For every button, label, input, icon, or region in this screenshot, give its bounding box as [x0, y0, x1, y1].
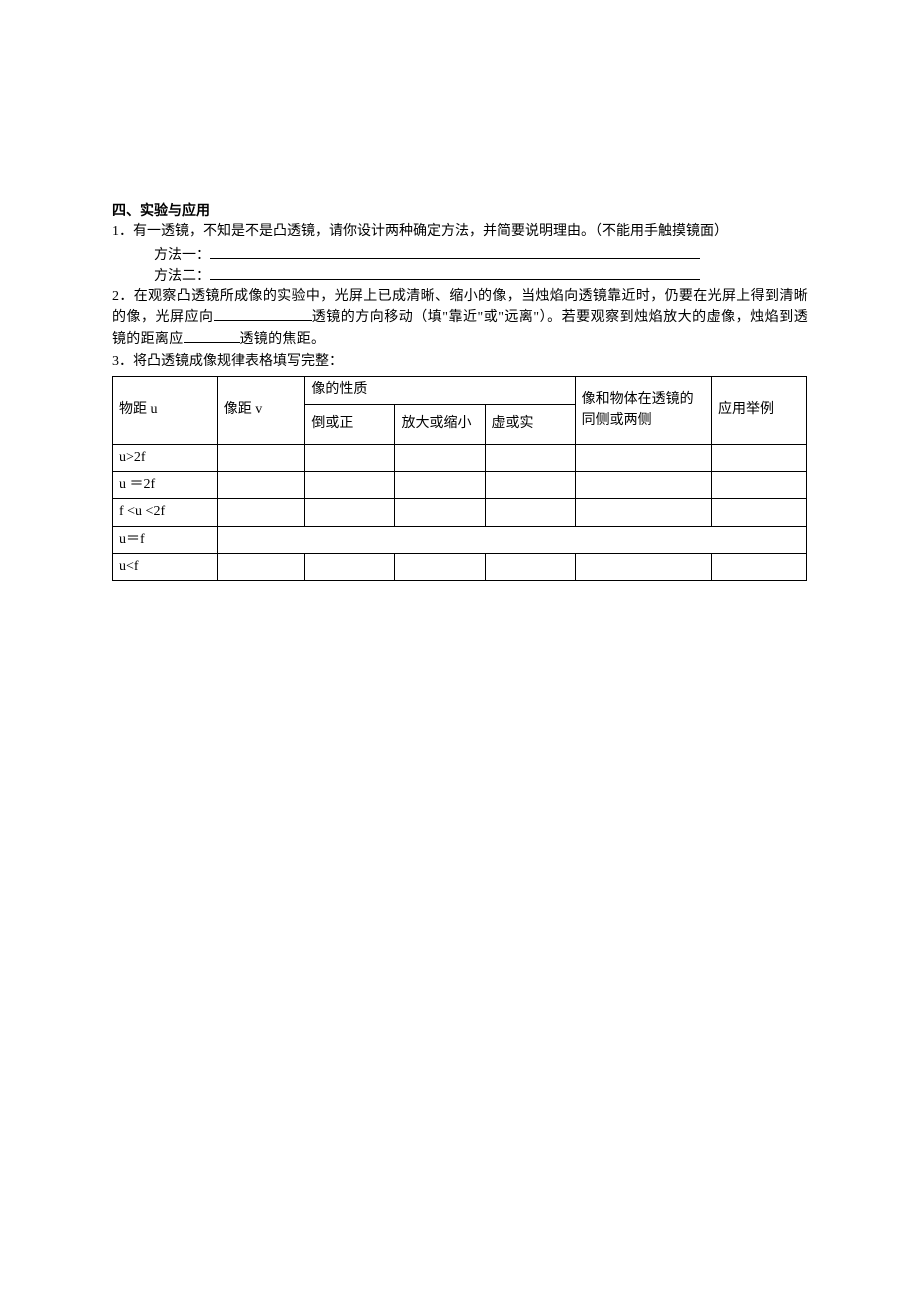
- q1-method1-blank: [210, 245, 700, 259]
- q1-method2-blank: [210, 266, 700, 280]
- cell-u-2: f <u <2f: [113, 499, 218, 526]
- cell: [712, 471, 807, 498]
- hdr-app: 应用举例: [712, 377, 807, 444]
- cell: [485, 499, 575, 526]
- q2-blank1: [214, 307, 312, 321]
- cell: [485, 444, 575, 471]
- hdr-side: 像和物体在透镜的同侧或两侧: [575, 377, 711, 444]
- cell: [395, 553, 485, 580]
- cell-u-3: u＝f: [113, 526, 218, 553]
- cell: [305, 499, 395, 526]
- q2-blank2: [184, 329, 240, 343]
- cell: [712, 444, 807, 471]
- cell: [575, 499, 711, 526]
- table-row: u ＝2f: [113, 471, 807, 498]
- hdr-p3: 虚或实: [485, 404, 575, 444]
- section-title: 四、实验与应用: [112, 200, 808, 220]
- cell: [575, 444, 711, 471]
- hdr-prop-group: 像的性质: [305, 377, 575, 404]
- cell-u-1: u ＝2f: [113, 471, 218, 498]
- cell: [395, 444, 485, 471]
- cell: [217, 499, 305, 526]
- table-row: f <u <2f: [113, 499, 807, 526]
- table-row: u>2f: [113, 444, 807, 471]
- q2-part3: 透镜的焦距。: [240, 332, 326, 347]
- cell: [217, 471, 305, 498]
- q2-text: 2．在观察凸透镜所成像的实验中，光屏上已成清晰、缩小的像，当烛焰向透镜靠近时，仍…: [112, 287, 808, 350]
- q1-method2-label: 方法二：: [154, 269, 210, 284]
- q1-method2-line: 方法二：: [112, 266, 808, 287]
- cell: [305, 553, 395, 580]
- q1-method1-line: 方法一：: [112, 245, 808, 266]
- cell: [485, 471, 575, 498]
- cell: [485, 553, 575, 580]
- q1-method1-label: 方法一：: [154, 248, 210, 263]
- hdr-p1: 倒或正: [305, 404, 395, 444]
- hdr-p2: 放大或缩小: [395, 404, 485, 444]
- cell: [712, 553, 807, 580]
- hdr-v: 像距 v: [217, 377, 305, 444]
- cell: [395, 471, 485, 498]
- cell: [305, 444, 395, 471]
- table-header-row-1: 物距 u 像距 v 像的性质 像和物体在透镜的同侧或两侧 应用举例: [113, 377, 807, 404]
- q3-intro: 3．将凸透镜成像规律表格填写完整：: [112, 352, 808, 372]
- cell: [712, 499, 807, 526]
- q3-table: 物距 u 像距 v 像的性质 像和物体在透镜的同侧或两侧 应用举例 倒或正 放大…: [112, 376, 807, 581]
- cell-u-0: u>2f: [113, 444, 218, 471]
- cell: [575, 553, 711, 580]
- cell: [217, 444, 305, 471]
- cell: [395, 499, 485, 526]
- q1-text: 1．有一透镜，不知是不是凸透镜，请你设计两种确定方法，并简要说明理由。（不能用手…: [112, 222, 808, 242]
- hdr-u: 物距 u: [113, 377, 218, 444]
- cell: [217, 553, 305, 580]
- table-row: u<f: [113, 553, 807, 580]
- cell-merged: [217, 526, 806, 553]
- table-row: u＝f: [113, 526, 807, 553]
- cell-u-4: u<f: [113, 553, 218, 580]
- cell: [305, 471, 395, 498]
- cell: [575, 471, 711, 498]
